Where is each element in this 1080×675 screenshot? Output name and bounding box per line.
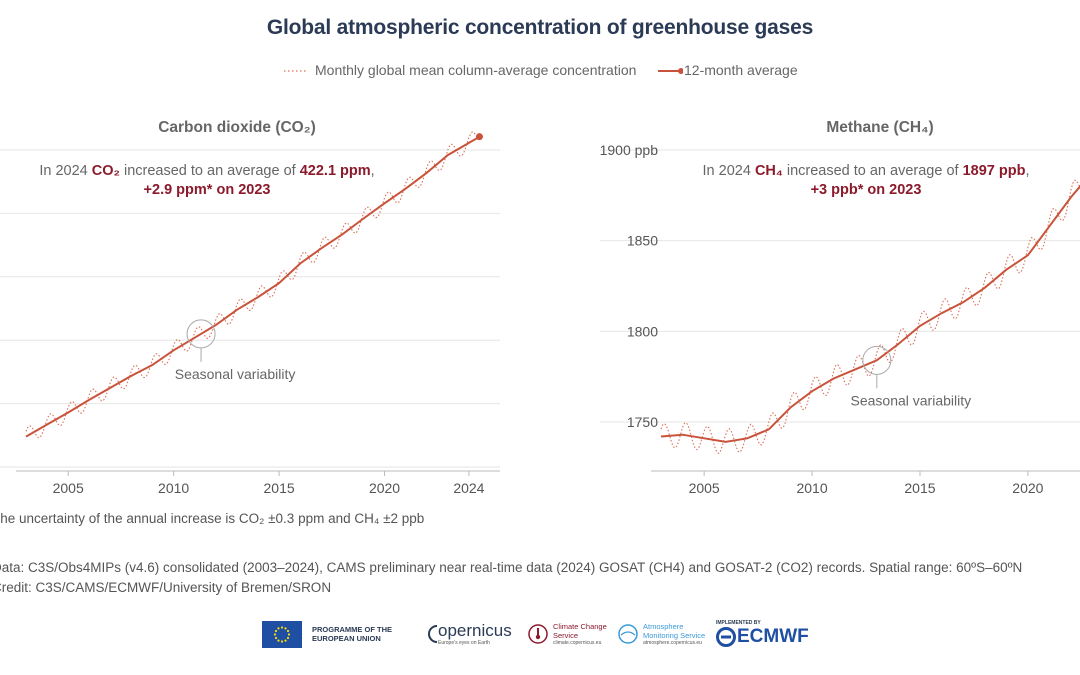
c3s-url: climate.copernicus.eu [553,640,602,646]
legend-dotted-swatch [284,70,308,72]
ecmwf-implemented-label: IMPLEMENTED BY [716,620,761,626]
ecmwf-icon [716,627,736,647]
logos-bar: PROGRAMME OF THE EUROPEAN UNION opernicu… [0,614,1080,654]
annotation-line1: In 2024 CO₂ increased to an average of 4… [39,163,374,179]
c3s-label: Climate Change Service [553,622,607,640]
thermometer-icon [528,624,548,644]
eu-logo: PROGRAMME OF THE EUROPEAN UNION [262,614,412,654]
x-tick-label: 2015 [904,480,935,496]
x-tick-label: 2020 [369,480,400,496]
c3s-logo: Climate Change Service climate.copernicu… [527,614,613,654]
copernicus-tagline: Europe's eyes on Earth [438,640,490,646]
x-tick-label: 2010 [796,480,827,496]
co2-chart: 370380390400410420 ppm200520102015202020… [0,119,500,496]
ecmwf-label: ECMWF [737,626,809,647]
source-credit: Credit: C3S/CAMS/ECMWF/University of Bre… [0,580,332,595]
eu-flag-icon [262,620,302,648]
y-tick-label: 1850 [627,233,658,249]
seasonal-label: Seasonal variability [851,392,972,408]
y-tick-label: 1800 [627,323,658,339]
average-series-line [25,135,481,438]
annotation-line2: +3 ppb* on 2023 [811,182,922,198]
copernicus-c-icon [428,625,438,643]
monthly-series-line [660,179,1080,455]
ch4-chart: 1750 1800 1850 1900 ppb 2005 2010 2015 2020 Meth… [600,119,1080,496]
x-tick-label: 2005 [53,480,84,496]
end-point-marker [475,133,483,141]
legend-line-swatch [658,68,683,74]
panel-title: Methane (CH₄) [826,119,933,136]
cams-logo: Atmosphere Monitoring Service atmosphere… [617,614,713,654]
x-tick-label: 2024 [453,480,484,496]
footnote: The uncertainty of the annual increase i… [0,511,425,526]
legend: Monthly global mean column-average conce… [0,62,1080,82]
x-tick-label: 2010 [158,480,189,496]
ecmwf-logo: IMPLEMENTED BY ECMWF [716,614,809,654]
x-tick-label: 2015 [264,480,295,496]
chart-title: Global atmospheric concentration of gree… [266,16,814,39]
source-data: Data: C3S/Obs4MIPs (v4.6) consolidated (… [0,560,1023,575]
x-tick-label: 2005 [689,480,720,496]
legend-monthly-label: Monthly global mean column-average conce… [315,62,637,78]
eu-label: PROGRAMME OF THE EUROPEAN UNION [312,625,392,643]
cams-url: atmosphere.copernicus.eu [643,640,702,646]
seasonal-label: Seasonal variability [175,366,296,382]
x-tick-label: 2020 [1012,480,1043,496]
copernicus-logo: opernicus Europe's eyes on Earth [426,614,512,654]
y-tick-label: 1900 ppb [600,142,659,158]
annotation-line1: In 2024 CH₄ increased to an average of 1… [703,163,1030,179]
copernicus-label: opernicus [438,621,512,640]
cams-label: Atmosphere Monitoring Service [643,622,706,640]
legend-12month-label: 12-month average [684,62,798,78]
atmosphere-icon [618,624,638,644]
annotation-line2: +2.9 ppm* on 2023 [144,182,271,198]
panel-title: Carbon dioxide (CO₂) [158,119,316,136]
y-tick-label: 1750 [627,414,658,430]
